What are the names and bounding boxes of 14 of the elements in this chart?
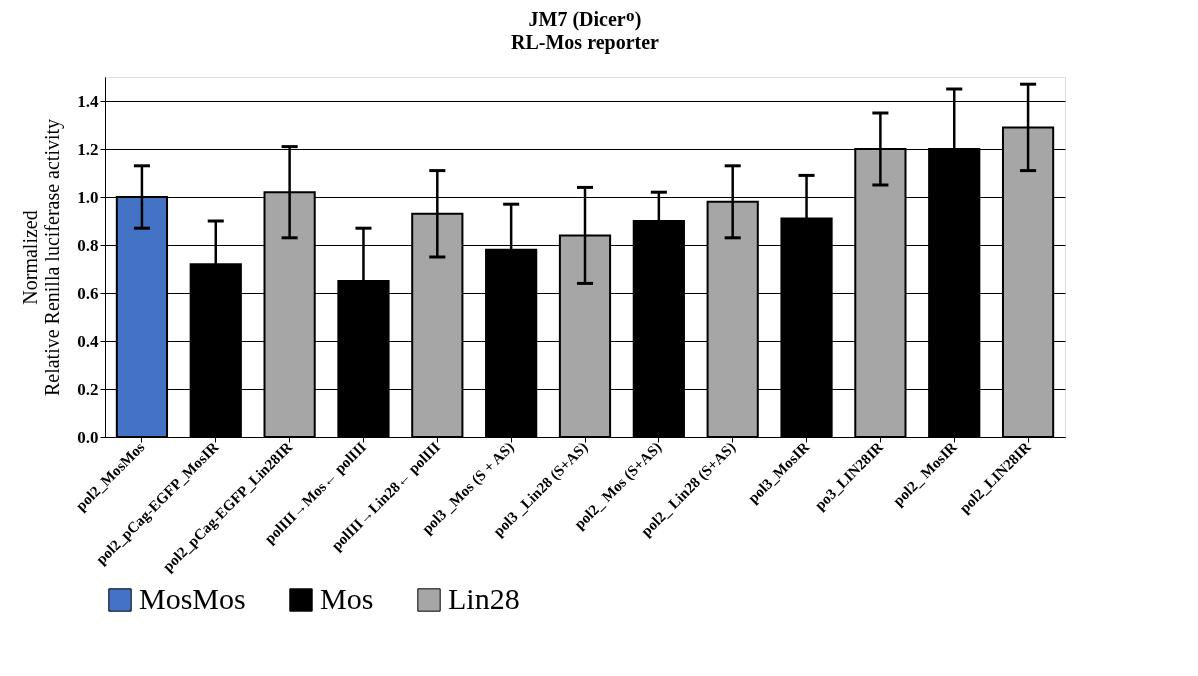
chart-subtitle: RL-Mos reporter	[511, 31, 660, 54]
y-tick-label: 1.2	[77, 139, 99, 159]
y-tick-label: 0.2	[77, 379, 99, 399]
y-tick-label: 0.8	[77, 235, 99, 255]
y-tick-label: 1.4	[77, 91, 99, 111]
y-tick-label: 1.0	[77, 187, 99, 207]
legend-label: MosMos	[139, 582, 246, 615]
legend-label: Lin28	[448, 582, 520, 615]
chart-title: JM7 (Dicerᴼ)	[528, 8, 642, 31]
y-tick-label: 0.4	[77, 331, 99, 351]
legend-label: Mos	[320, 582, 374, 615]
y-tick-label: 0.0	[77, 427, 99, 447]
y-tick-label: 0.6	[77, 283, 99, 303]
y-axis-title: Normalized Relative Renilla luciferase activity	[19, 118, 65, 397]
